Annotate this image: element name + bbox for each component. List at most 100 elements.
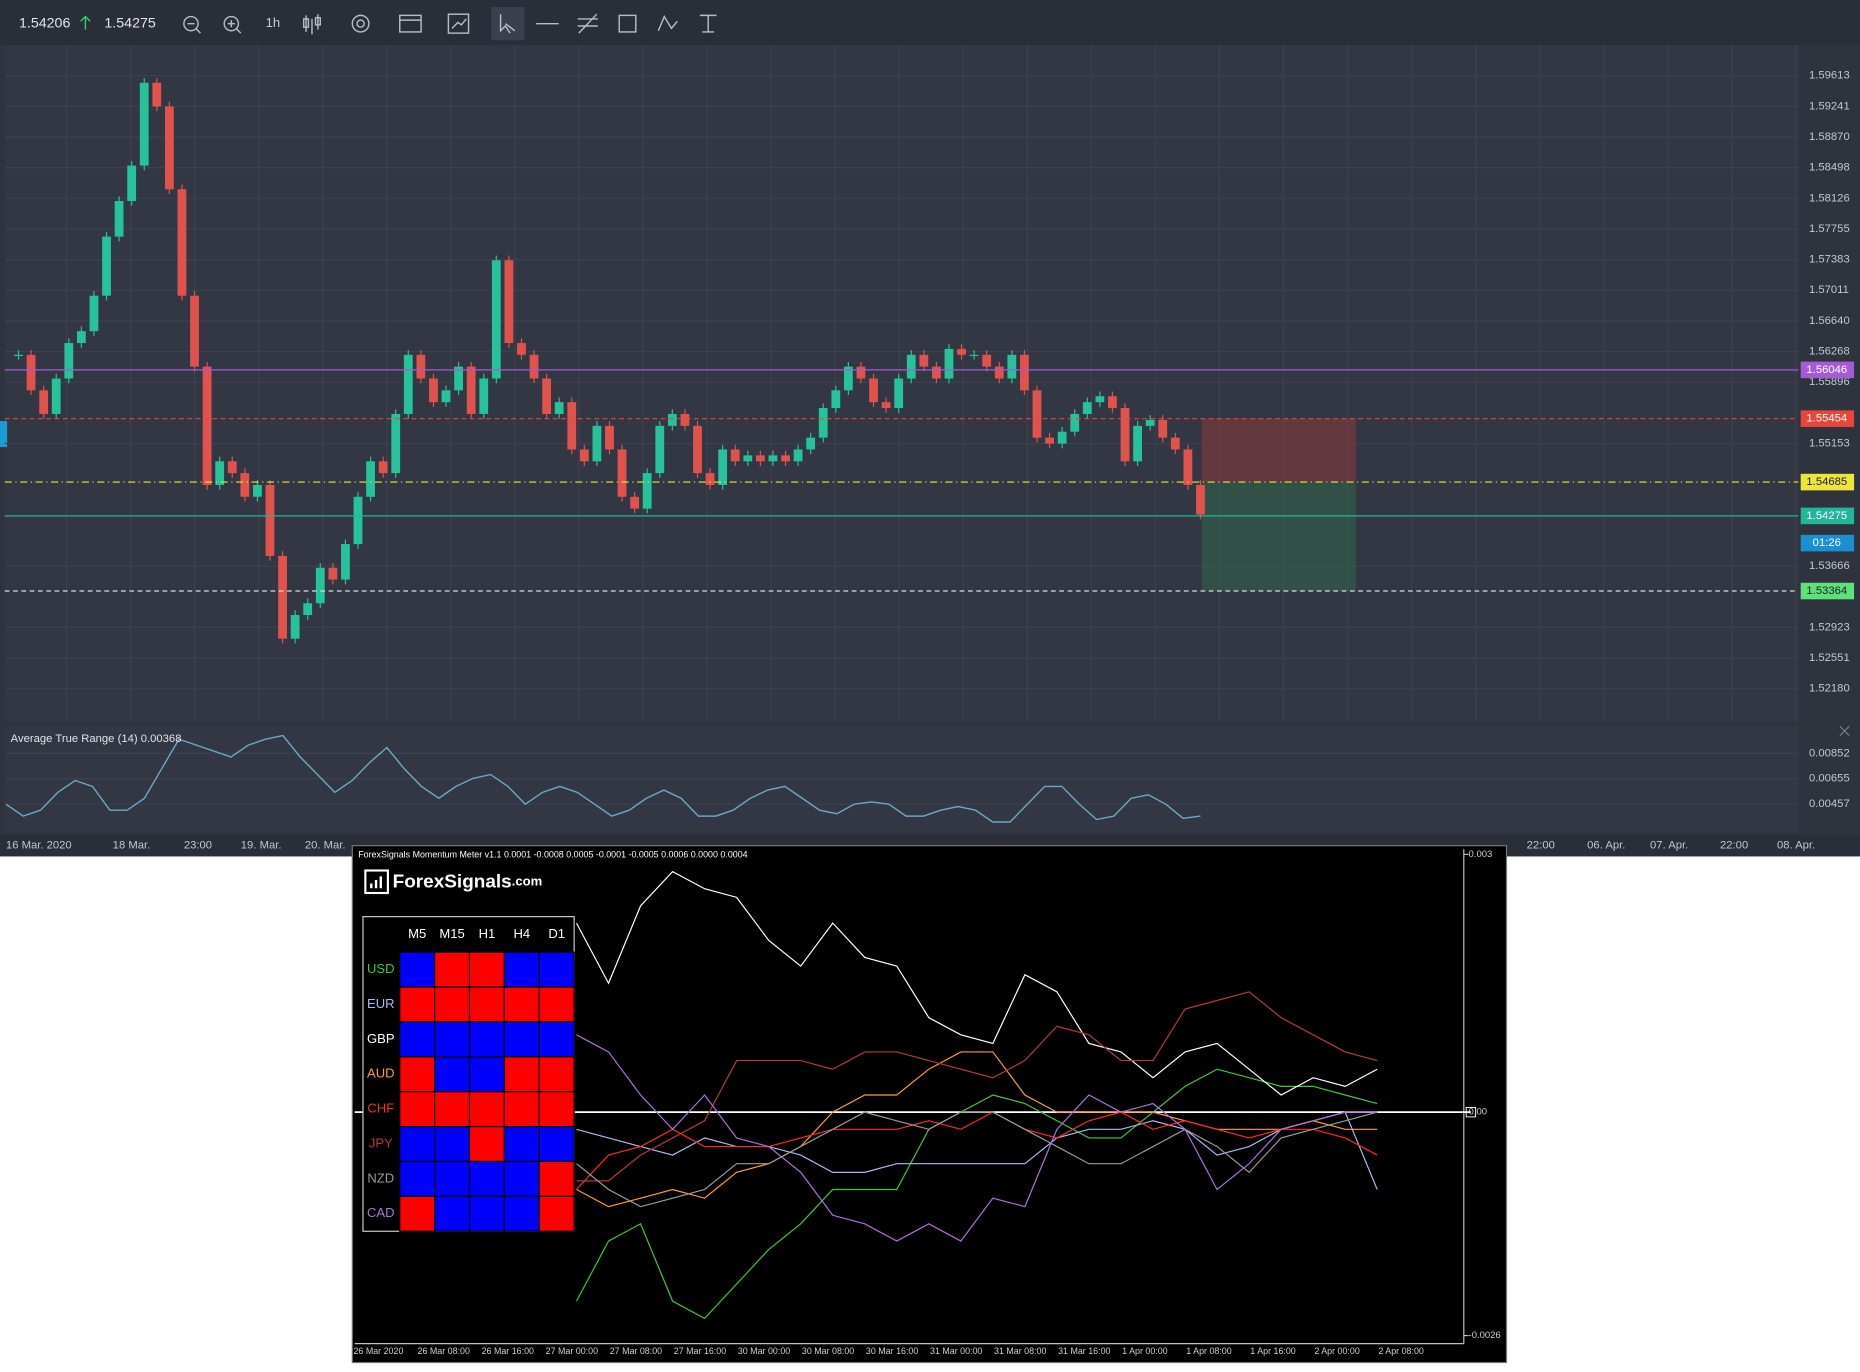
currency-label: AUD: [367, 1066, 395, 1081]
settings-button[interactable]: [351, 14, 370, 33]
atr-tick-label: 0.00852: [1809, 747, 1850, 759]
candle: [441, 390, 451, 403]
candle: [315, 567, 325, 604]
logo-name: ForexSignals: [393, 871, 512, 892]
candle: [1133, 425, 1142, 462]
candle: [491, 260, 501, 379]
strength-cell: [538, 1195, 575, 1232]
strength-cell: [468, 1160, 505, 1197]
strength-cell: [503, 1160, 540, 1197]
momentum-x-label: 26 Mar 16:00: [482, 1346, 534, 1356]
candle: [1095, 396, 1105, 403]
momentum-x-label: 26 Mar 08:00: [418, 1346, 470, 1356]
toolbar-icons: [80, 7, 717, 41]
indicator-button[interactable]: [447, 13, 470, 34]
momentum-meter-window: 0.003 0.00 -0.0026 ForexSignals Momentum Me…: [351, 845, 1508, 1364]
price-tick-label: 1.57383: [1809, 254, 1850, 266]
candle: [1020, 354, 1029, 391]
candle: [718, 449, 728, 485]
candle: [177, 189, 187, 296]
cursor-button[interactable]: [499, 14, 516, 34]
candle: [14, 354, 23, 357]
candle: [881, 402, 891, 409]
logo-icon: [364, 869, 389, 895]
candle: [76, 331, 86, 344]
candle: [164, 106, 174, 190]
stop-loss-zone: [1201, 418, 1356, 483]
strength-cell: [468, 1056, 505, 1093]
price-badge: [1800, 361, 1855, 379]
time-label: 18 Mar.: [113, 840, 151, 852]
candle: [454, 366, 463, 391]
candle: [1082, 402, 1092, 414]
candle: [227, 461, 237, 474]
logo-bars: [370, 876, 382, 889]
candle: [969, 354, 979, 357]
strength-cell: [538, 951, 575, 988]
channel-button[interactable]: [577, 13, 598, 34]
momentum-x-label: 27 Mar 08:00: [610, 1346, 662, 1356]
selected-tool-bg: [491, 7, 525, 41]
zero-marker: [1465, 1106, 1477, 1118]
strength-cell: [434, 1091, 471, 1128]
side-tab[interactable]: [0, 421, 8, 448]
candle: [906, 354, 916, 379]
time-label: 07. Apr.: [1650, 840, 1688, 852]
strength-cell: [503, 986, 540, 1023]
momentum-line: [575, 1068, 1378, 1320]
candle: [366, 461, 375, 497]
candle: [869, 378, 878, 403]
strength-cell: [538, 1160, 575, 1197]
folder-button[interactable]: [399, 14, 422, 33]
momentum-x-label: 31 Mar 08:00: [994, 1346, 1046, 1356]
candle: [479, 378, 489, 414]
strength-cell: [538, 986, 575, 1023]
strength-cell: [399, 1125, 436, 1163]
strength-cell: [434, 1160, 471, 1197]
candle: [831, 390, 841, 409]
price-tick-label: 1.52923: [1809, 621, 1850, 633]
timeframe-header: H4: [513, 926, 530, 941]
candles-button[interactable]: [302, 14, 321, 35]
candle: [919, 354, 929, 367]
momentum-x-label: 1 Apr 08:00: [1186, 1346, 1232, 1356]
candle: [642, 473, 652, 509]
price-tick-label: 1.59241: [1809, 100, 1850, 112]
time-label: 22:00: [1527, 840, 1555, 852]
candle: [517, 343, 526, 355]
atr-chart: 0.00852 0.00655 0.00457 Average True Range …: [4, 725, 1850, 823]
text-button[interactable]: [699, 14, 717, 33]
zoom-out-button[interactable]: [183, 15, 201, 34]
path-button[interactable]: [657, 14, 678, 32]
strength-cell: [503, 1056, 540, 1093]
candle: [1108, 396, 1117, 409]
candle: [26, 354, 36, 391]
strength-cell: [468, 986, 505, 1023]
candle: [253, 484, 262, 497]
logo-suffix: .com: [512, 874, 542, 889]
candle: [1158, 419, 1168, 438]
toolbar: [0, 0, 1860, 45]
candle: [768, 455, 778, 462]
candle: [617, 449, 627, 497]
momentum-x-label: 30 Mar 08:00: [802, 1346, 854, 1356]
strength-cell: [434, 1021, 471, 1058]
price-tick-label: 1.57011: [1809, 284, 1849, 296]
candle: [102, 236, 111, 296]
timeframe-header: H1: [479, 926, 496, 941]
price-badge-label: 1.55454: [1806, 413, 1847, 425]
rect-button[interactable]: [618, 14, 637, 33]
zoom-in-button[interactable]: [223, 15, 242, 34]
time-label: 23:00: [184, 840, 212, 852]
price-tick-label: 1.53666: [1809, 560, 1850, 572]
timeframe-button[interactable]: 1h: [266, 15, 281, 30]
timeframe-header: M15: [439, 926, 464, 941]
candle: [328, 567, 338, 580]
price-chart: 1.59613 1.59241 1.58870 1.58498 1.58126 1.577…: [4, 44, 1855, 852]
price-tick-label: 1.56640: [1809, 315, 1850, 327]
strength-cell: [399, 1056, 436, 1093]
currency-label: CAD: [367, 1205, 395, 1220]
candle: [265, 484, 275, 556]
momentum-x-label: 30 Mar 16:00: [866, 1346, 918, 1356]
